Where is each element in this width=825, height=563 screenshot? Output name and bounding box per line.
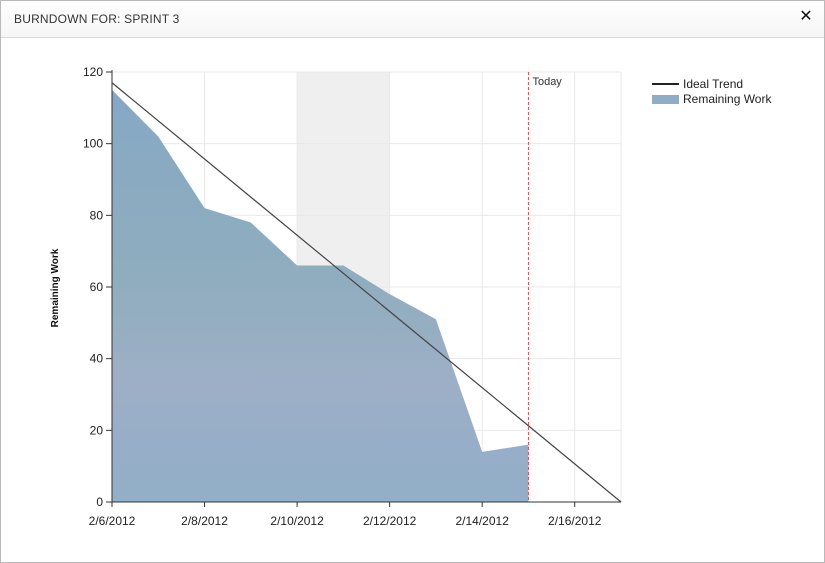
ideal-trend-line	[111, 82, 622, 503]
x-tick-label: 2/6/2012	[89, 514, 136, 528]
y-tick-label: 0	[96, 495, 103, 509]
remaining-work-area	[112, 89, 529, 503]
y-tick-label: 40	[90, 352, 104, 366]
y-axis-label: Remaining Work	[50, 248, 61, 327]
y-tick-label: 60	[90, 280, 104, 294]
y-tick-label: 120	[83, 65, 103, 79]
x-tick-label: 2/14/2012	[455, 514, 509, 528]
x-tick-label: 2/16/2012	[548, 514, 602, 528]
y-tick-label: 100	[83, 137, 103, 151]
legend-label-remaining-work: Remaining Work	[683, 92, 772, 106]
x-tick-label: 2/12/2012	[363, 514, 417, 528]
today-label: Today	[532, 76, 562, 88]
y-tick-label: 20	[90, 423, 104, 437]
window-titlebar: BURNDOWN FOR: SPRINT 3 ✕	[1, 1, 824, 38]
x-tick-label: 2/8/2012	[181, 514, 228, 528]
close-icon[interactable]: ✕	[799, 8, 813, 25]
y-tick-label: 80	[90, 208, 104, 222]
legend-swatch-remaining-work	[652, 95, 679, 104]
x-tick-label: 2/10/2012	[270, 514, 324, 528]
window-title: BURNDOWN FOR: SPRINT 3	[14, 12, 180, 26]
legend-label-ideal-trend: Ideal Trend	[683, 77, 743, 91]
